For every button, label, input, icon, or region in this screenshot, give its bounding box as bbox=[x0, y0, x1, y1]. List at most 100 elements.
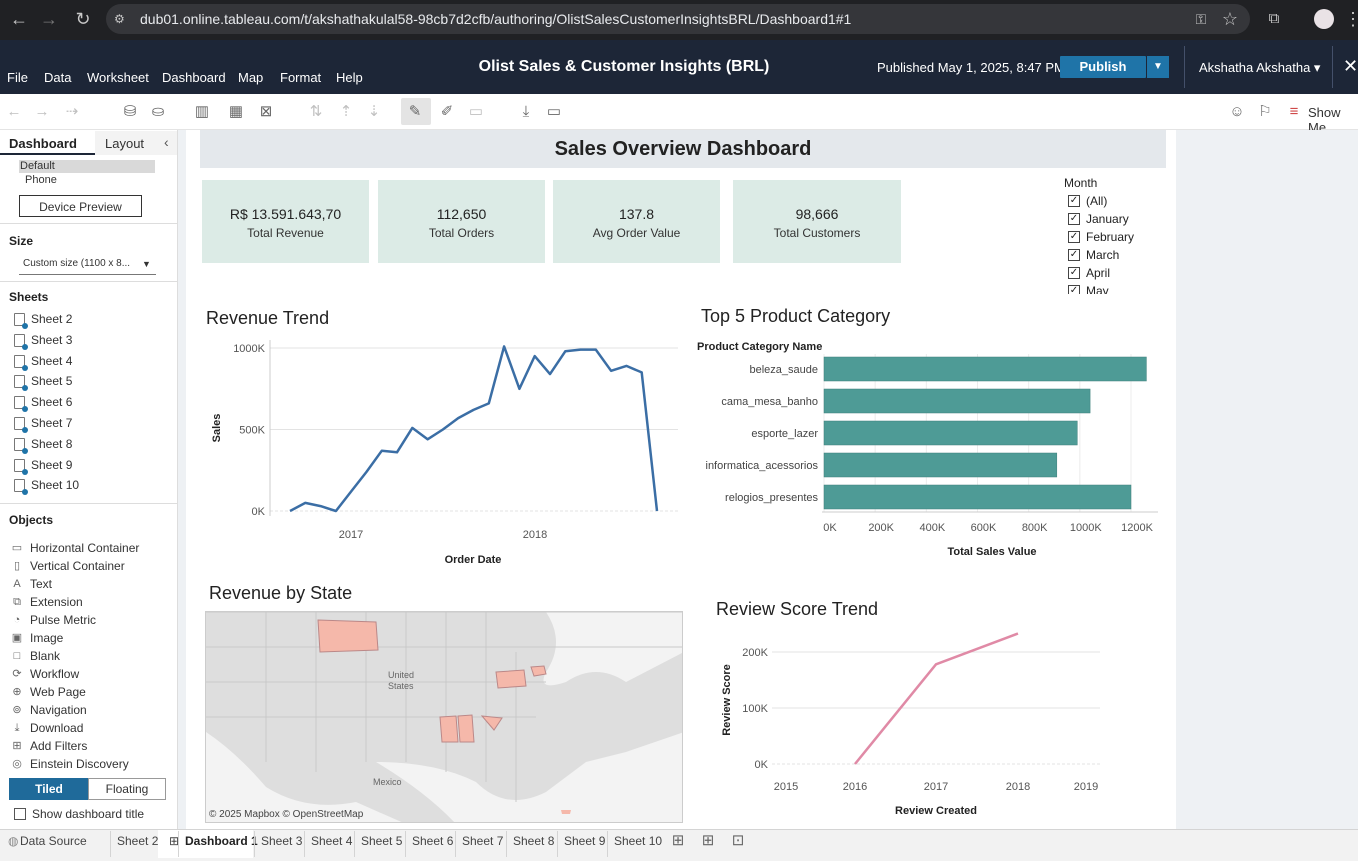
revenue-by-state-map[interactable] bbox=[205, 611, 683, 823]
clear-sheet-icon[interactable]: ⊠ bbox=[259, 103, 273, 120]
sheet-item[interactable]: Sheet 3 bbox=[31, 332, 73, 347]
tab-dashboard[interactable] bbox=[0, 131, 95, 155]
star-icon[interactable]: ☆ bbox=[1221, 9, 1239, 29]
tab-sheet[interactable]: Sheet 10 bbox=[614, 834, 663, 848]
state-mississippi[interactable] bbox=[439, 715, 459, 743]
menu-dashboard[interactable]: Dashboard bbox=[162, 70, 226, 85]
tab-sheet[interactable]: Sheet 2 bbox=[117, 834, 159, 848]
month-checkbox[interactable]: ✓ bbox=[1068, 285, 1080, 294]
sheet-item[interactable]: Sheet 4 bbox=[31, 353, 73, 368]
more-icon[interactable]: ⋮ bbox=[1344, 9, 1358, 29]
floating-button[interactable] bbox=[88, 778, 166, 800]
new-dashboard-icon[interactable]: ⊞ bbox=[701, 832, 715, 849]
new-worksheet-icon[interactable]: ⊞ bbox=[671, 832, 685, 849]
object-item[interactable]: Pulse Metric bbox=[30, 613, 97, 627]
size-select[interactable] bbox=[19, 255, 156, 275]
object-item[interactable]: Horizontal Container bbox=[30, 541, 140, 555]
month-checkbox[interactable]: ✓ bbox=[1068, 249, 1080, 261]
address-bar[interactable]: dub01.online.tableau.com/t/akshathakulal… bbox=[106, 4, 1250, 34]
annotate-icon[interactable]: ✐ bbox=[440, 103, 454, 120]
state-pennsylvania[interactable] bbox=[495, 669, 527, 689]
month-checkbox[interactable]: ✓ bbox=[1068, 231, 1080, 243]
pause-updates-icon[interactable]: ⛀ bbox=[151, 103, 165, 120]
state-alabama[interactable] bbox=[457, 714, 475, 743]
redo-icon[interactable]: → bbox=[34, 103, 50, 120]
site-settings-icon[interactable]: ⚙ bbox=[114, 12, 125, 26]
state-montana[interactable] bbox=[317, 619, 379, 653]
back-icon[interactable]: ← bbox=[10, 9, 28, 29]
tab-sheet[interactable]: Sheet 3 bbox=[261, 834, 303, 848]
category-bar[interactable] bbox=[823, 484, 1132, 510]
key-icon[interactable]: ⚿ bbox=[1195, 11, 1207, 27]
object-item[interactable]: Extension bbox=[30, 595, 83, 609]
menu-help[interactable]: Help bbox=[336, 70, 363, 85]
presentation-icon[interactable]: ▭ bbox=[546, 103, 562, 120]
sheet-item[interactable]: Sheet 6 bbox=[31, 395, 73, 410]
extensions-icon[interactable]: ⧉ bbox=[1268, 10, 1280, 27]
tab-sheet[interactable]: Dashboard 1 bbox=[185, 834, 258, 848]
menu-worksheet[interactable]: Worksheet bbox=[87, 70, 149, 85]
device-default-row[interactable] bbox=[19, 160, 155, 173]
tab-sheet[interactable]: Sheet 4 bbox=[311, 834, 353, 848]
object-item[interactable]: Image bbox=[30, 631, 64, 645]
tiled-button[interactable] bbox=[9, 778, 89, 800]
kpi-total-customers[interactable]: 98,666 Total Customers bbox=[733, 180, 901, 263]
revenue-line[interactable] bbox=[289, 345, 659, 513]
publish-dropdown-icon[interactable]: ▼ bbox=[1147, 56, 1169, 78]
swap-icon[interactable]: ⇅ bbox=[309, 103, 323, 120]
review-trend-chart[interactable]: 0K 100K 200K 2015 2016 2017 2018 2019 Review Cre… bbox=[721, 632, 1100, 818]
month-checkbox[interactable]: ✓ bbox=[1068, 213, 1080, 225]
top5-chart[interactable]: Product Category Name 0K 200K 400K 600K 800K 1… bbox=[697, 341, 1158, 558]
user-menu[interactable]: Akshatha Akshatha ▾ bbox=[1199, 60, 1321, 75]
undo-icon[interactable]: ← bbox=[6, 103, 22, 120]
object-item[interactable]: Blank bbox=[30, 649, 61, 663]
new-datasource-icon[interactable]: ⛁ bbox=[123, 103, 137, 120]
object-item[interactable]: Workflow bbox=[30, 667, 80, 681]
device-phone[interactable]: Phone bbox=[25, 174, 57, 186]
reload-icon[interactable]: ↻ bbox=[75, 9, 91, 29]
category-bar[interactable] bbox=[823, 356, 1147, 382]
menu-format[interactable]: Format bbox=[280, 70, 322, 85]
forward-icon[interactable]: → bbox=[40, 9, 58, 29]
collapse-panel-icon[interactable]: ‹ bbox=[164, 134, 169, 150]
object-item[interactable]: Web Page bbox=[30, 685, 86, 699]
tab-sheet[interactable]: Sheet 7 bbox=[462, 834, 504, 848]
show-me-icon[interactable]: ≡ bbox=[1289, 103, 1299, 120]
tab-sheet[interactable]: Sheet 9 bbox=[564, 834, 606, 848]
sort-asc-icon[interactable]: ⇡ bbox=[339, 103, 353, 120]
object-item[interactable]: Download bbox=[30, 721, 84, 735]
object-item[interactable]: Einstein Discovery bbox=[30, 757, 129, 771]
fit-icon[interactable]: ▭ bbox=[468, 103, 484, 120]
month-checkbox[interactable]: ✓ bbox=[1068, 267, 1080, 279]
highlight-button[interactable] bbox=[401, 98, 431, 125]
sheet-item[interactable]: Sheet 8 bbox=[31, 436, 73, 451]
month-checkbox[interactable]: ✓ bbox=[1068, 195, 1080, 207]
state-south-carolina[interactable] bbox=[480, 715, 503, 731]
sheet-item[interactable]: Sheet 7 bbox=[31, 416, 73, 430]
object-item[interactable]: Add Filters bbox=[30, 739, 88, 753]
tab-sheet[interactable]: Sheet 5 bbox=[361, 834, 403, 848]
sheet-item[interactable]: Sheet 10 bbox=[31, 478, 80, 493]
kpi-total-orders[interactable]: 112,650 Total Orders bbox=[378, 180, 545, 263]
menu-file[interactable]: File bbox=[7, 70, 28, 85]
tab-sheet[interactable]: Sheet 6 bbox=[412, 834, 454, 848]
tab-layout[interactable] bbox=[95, 131, 177, 155]
sort-desc-icon[interactable]: ⇣ bbox=[367, 103, 381, 120]
menu-data[interactable]: Data bbox=[44, 70, 72, 85]
duplicate-sheet-icon[interactable]: ▦ bbox=[228, 103, 244, 120]
publish-button[interactable]: Publish bbox=[1060, 56, 1146, 78]
review-line[interactable] bbox=[854, 632, 1019, 765]
sheet-item[interactable]: Sheet 2 bbox=[31, 312, 73, 326]
agent-icon[interactable]: ☺ bbox=[1229, 103, 1245, 120]
kpi-total-revenue[interactable]: R$ 13.591.643,70 Total Revenue bbox=[202, 180, 369, 263]
profile-avatar[interactable] bbox=[1314, 9, 1334, 29]
device-preview-button[interactable] bbox=[19, 195, 142, 217]
category-bar[interactable] bbox=[823, 452, 1058, 478]
category-bar[interactable] bbox=[823, 420, 1078, 446]
sheet-item[interactable]: Sheet 5 bbox=[31, 374, 73, 389]
object-item[interactable]: Text bbox=[30, 577, 53, 591]
state-connecticut[interactable] bbox=[530, 665, 547, 677]
category-bar[interactable] bbox=[823, 388, 1091, 414]
state-puerto-rico[interactable] bbox=[561, 810, 571, 814]
